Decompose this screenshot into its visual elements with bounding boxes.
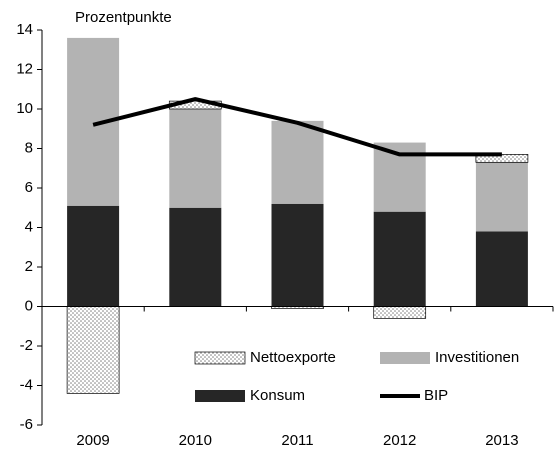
y-tick-label: -6 xyxy=(20,416,33,433)
bar xyxy=(475,231,528,307)
bar xyxy=(66,306,120,394)
x-tick-label: 2009 xyxy=(76,432,109,449)
y-tick-label: 2 xyxy=(25,258,33,275)
y-tick-label: 10 xyxy=(16,100,33,117)
y-tick-label: 8 xyxy=(25,139,33,156)
x-tick-label: 2012 xyxy=(383,432,416,449)
y-tick-label: 12 xyxy=(16,60,33,77)
legend-label: Konsum xyxy=(250,387,305,404)
legend-label: Investitionen xyxy=(435,349,519,366)
bar xyxy=(67,205,120,307)
bar xyxy=(271,120,324,204)
x-tick-label: 2013 xyxy=(485,432,518,449)
y-tick-label: -4 xyxy=(20,376,33,393)
legend-swatch xyxy=(194,351,246,365)
bar xyxy=(271,203,324,307)
bar xyxy=(475,162,528,232)
x-tick-label: 2011 xyxy=(281,432,313,449)
line xyxy=(92,97,502,157)
y-axis-label: Prozentpunkte xyxy=(75,9,172,26)
y-tick-label: 0 xyxy=(25,297,33,314)
legend-label: BIP xyxy=(424,387,448,404)
legend-label: Nettoexporte xyxy=(250,349,336,366)
y-tick-label: -2 xyxy=(20,337,33,354)
bar xyxy=(373,211,426,307)
bar xyxy=(169,109,222,208)
x-tick-label: 2010 xyxy=(179,432,212,449)
y-tick-label: 14 xyxy=(16,21,33,38)
bar xyxy=(169,207,222,307)
bar xyxy=(373,306,427,319)
legend-swatch xyxy=(195,390,245,402)
y-tick-label: 4 xyxy=(25,218,33,235)
y-tick-label: 6 xyxy=(25,179,33,196)
legend-swatch xyxy=(380,352,430,364)
